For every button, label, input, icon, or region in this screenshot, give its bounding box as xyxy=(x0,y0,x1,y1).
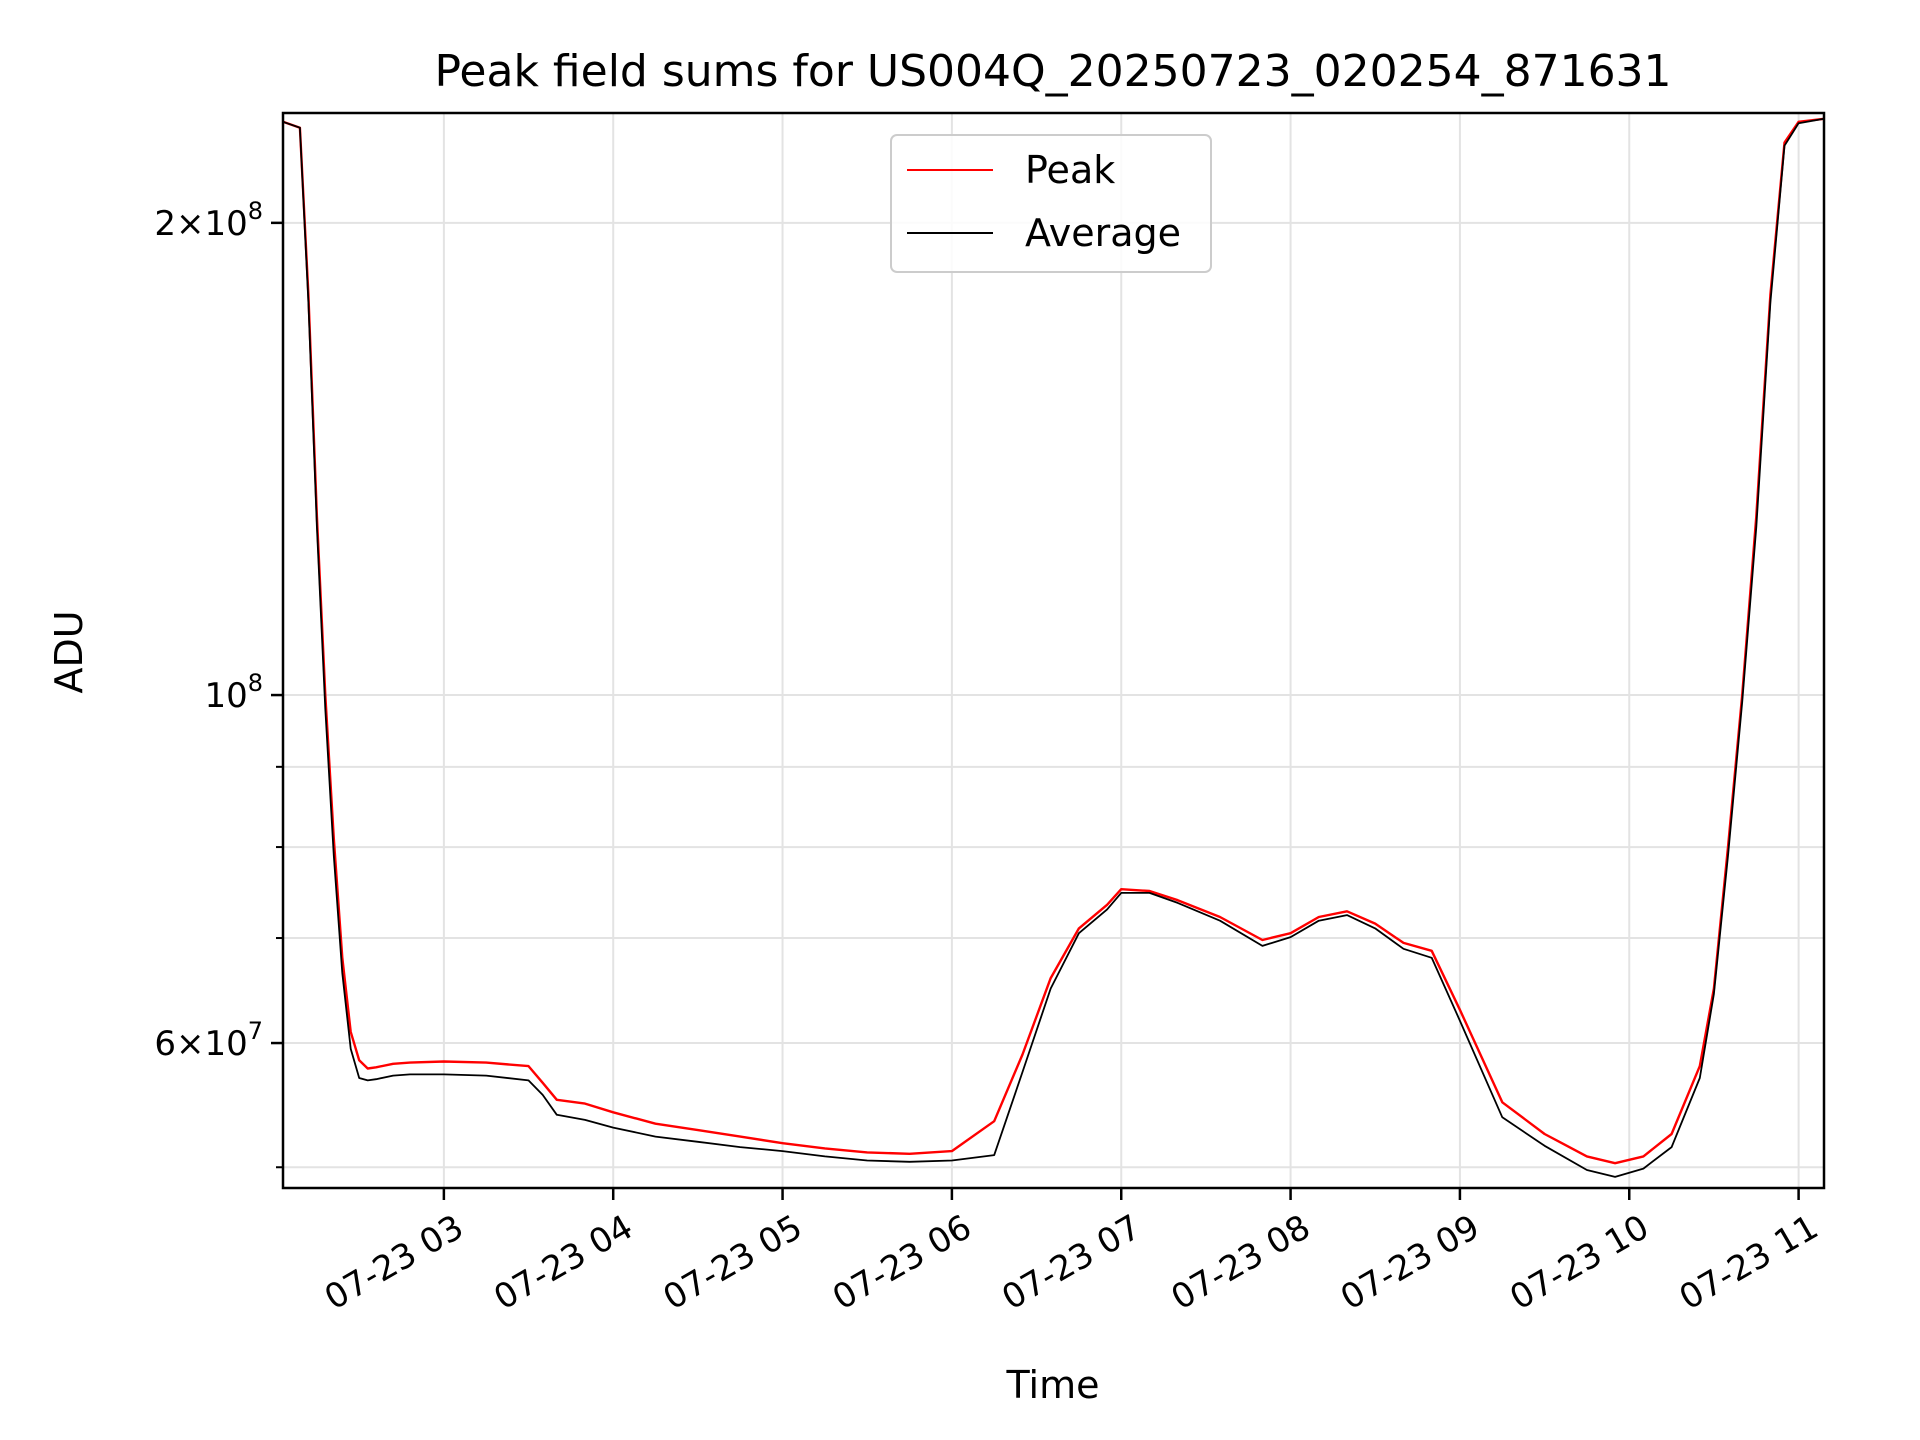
y-tick-label-exponent: 7 xyxy=(248,1017,263,1045)
chart-title: Peak field sums for US004Q_20250723_0202… xyxy=(434,46,1671,97)
plot-area-frame xyxy=(281,111,1826,1190)
y-tick-label-base: 6×10 xyxy=(154,1024,247,1064)
series-lines xyxy=(282,117,1825,1178)
series-line-peak xyxy=(282,117,1825,1165)
y-axis-label: ADU xyxy=(47,610,91,693)
y-tick-label-base: 10 xyxy=(204,676,247,716)
series-line-average xyxy=(282,117,1825,1178)
legend-label-peak: Peak xyxy=(1025,148,1115,192)
y-tick-label-exponent: 8 xyxy=(248,669,263,697)
y-tick-label: 6×107 xyxy=(154,1017,263,1064)
y-tick-label-base: 2×10 xyxy=(154,204,247,244)
x-axis-label: Time xyxy=(1006,1363,1100,1407)
y-tick-label: 108 xyxy=(204,669,263,716)
y-tick-label-exponent: 8 xyxy=(248,197,263,225)
legend: Peak Average xyxy=(890,134,1212,273)
legend-label-average: Average xyxy=(1025,211,1181,255)
y-tick-label: 2×108 xyxy=(154,197,263,244)
